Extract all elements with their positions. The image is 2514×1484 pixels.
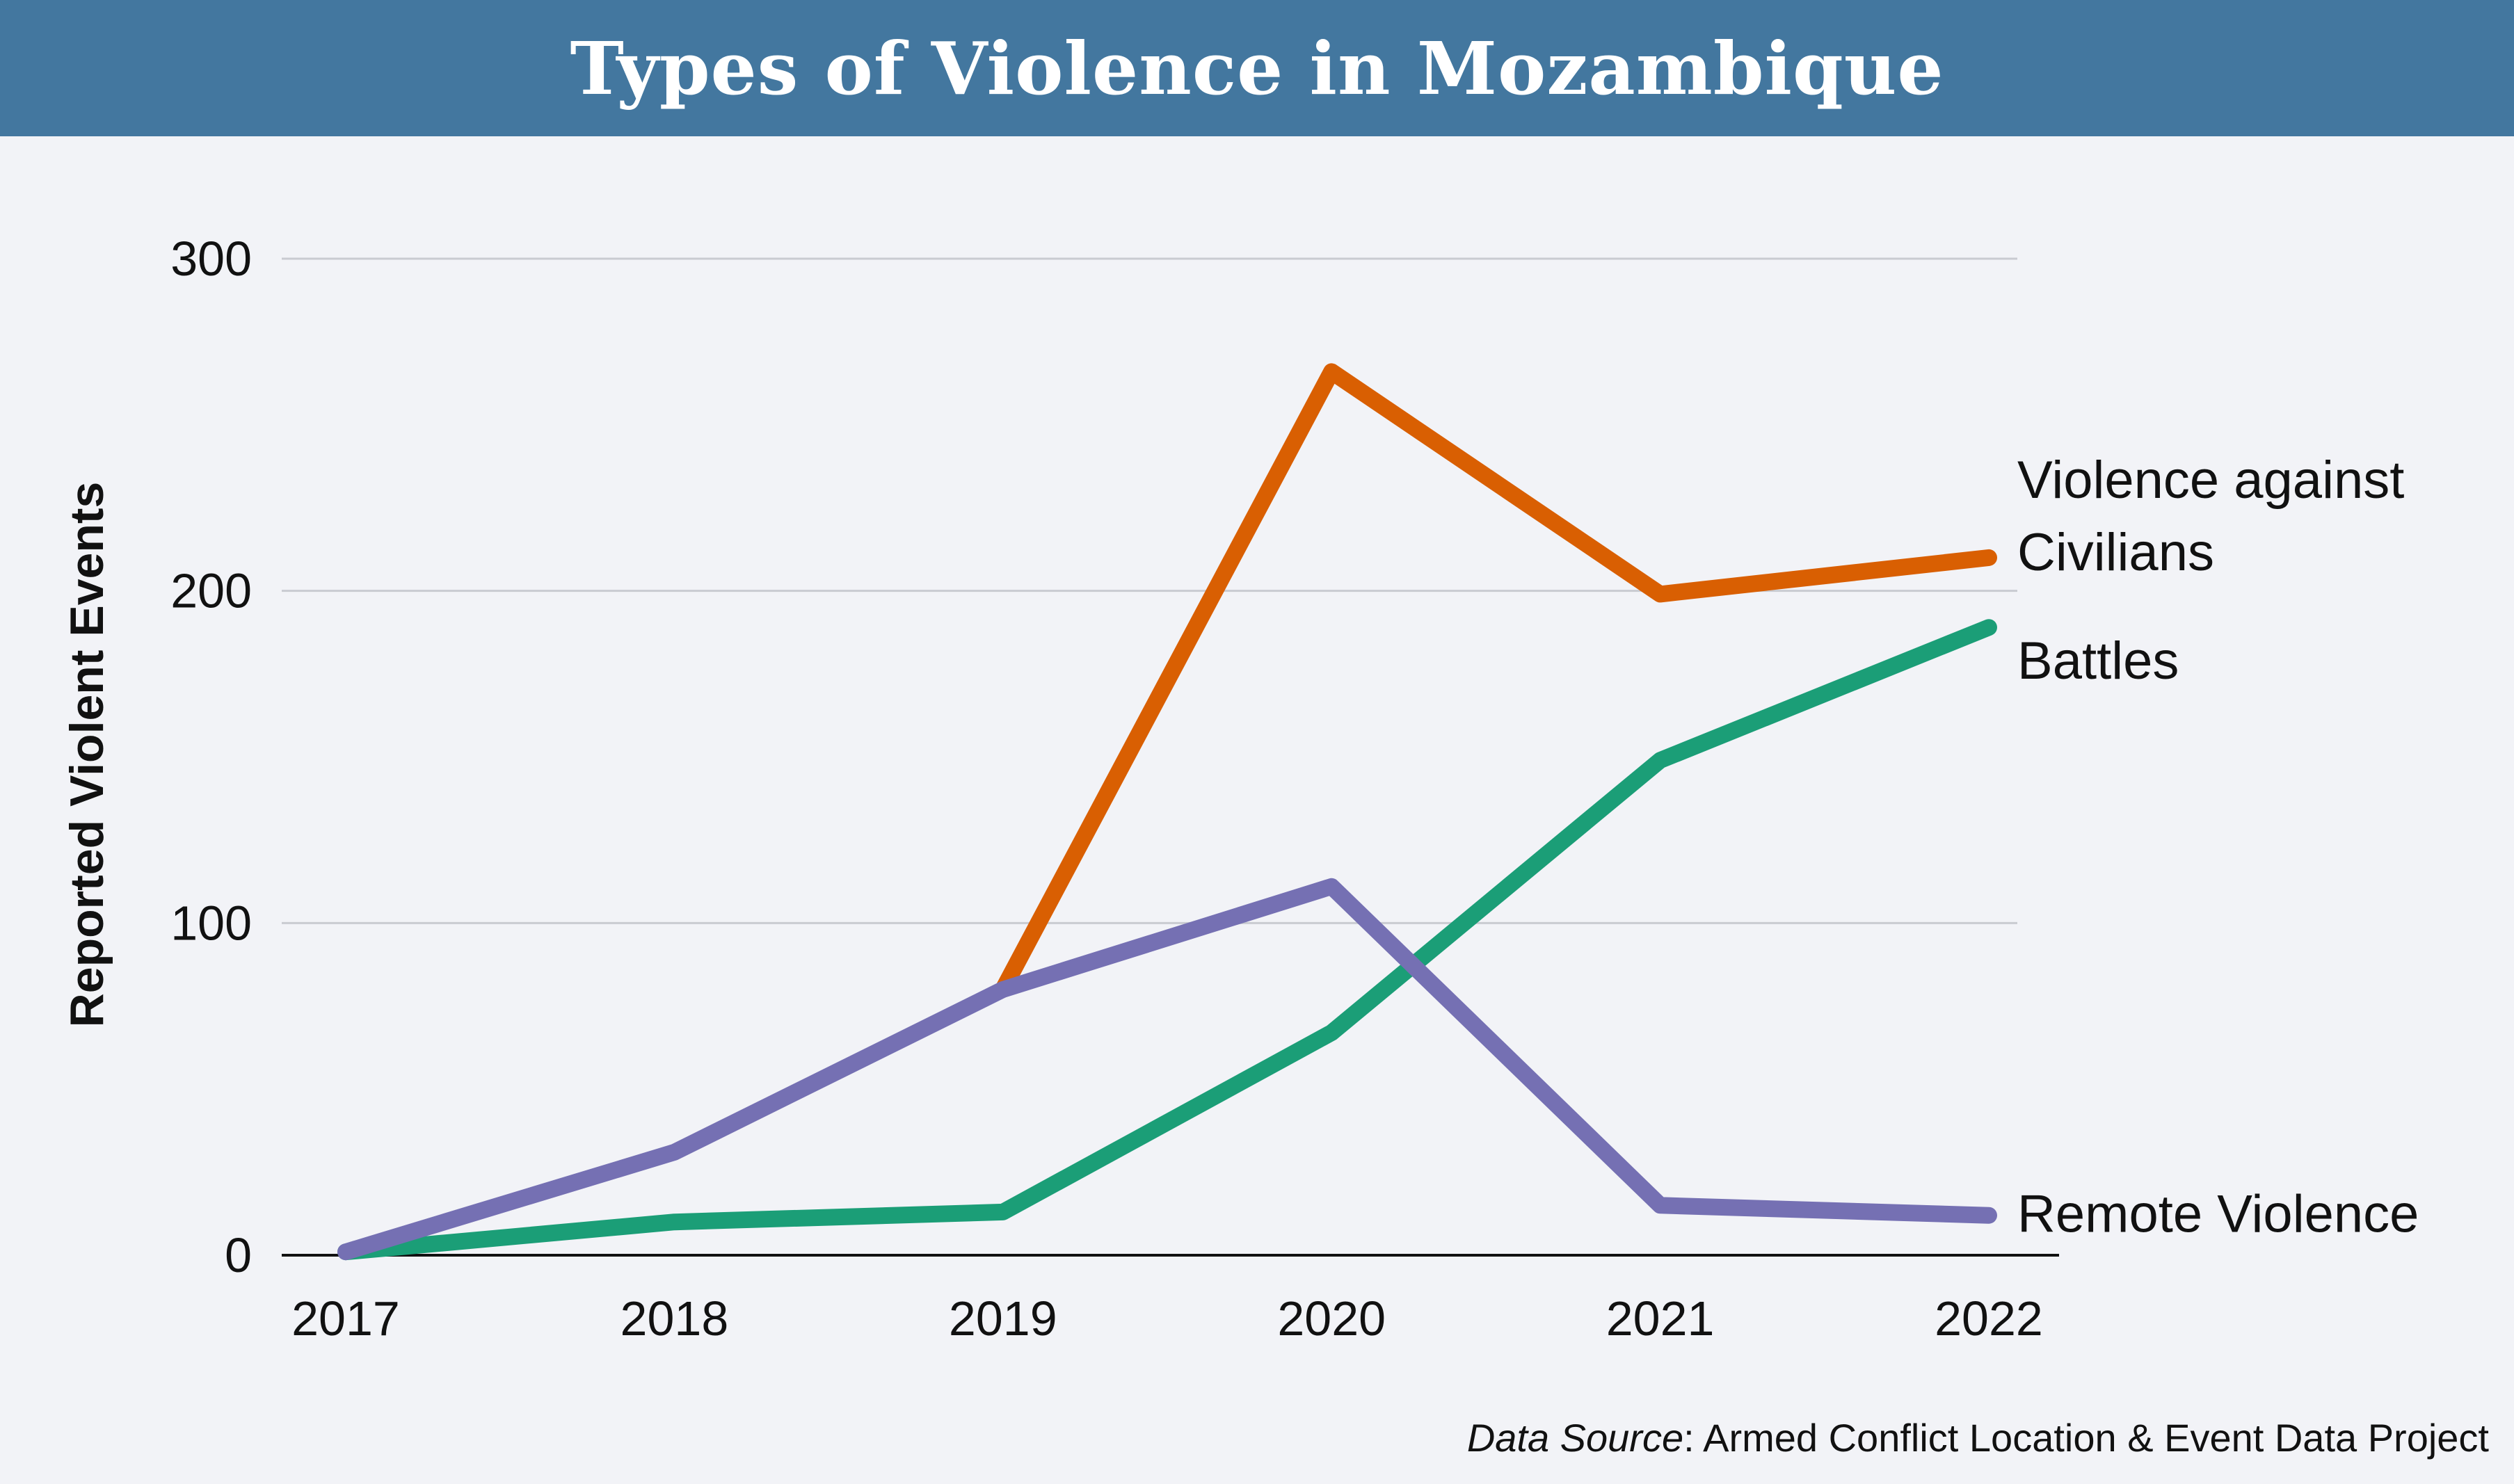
series-label-remote-violence: Remote Violence bbox=[2017, 1185, 2419, 1244]
series-lines bbox=[337, 363, 1997, 1261]
x-tick-label: 2019 bbox=[949, 1291, 1057, 1346]
x-tick-label: 2022 bbox=[1935, 1291, 2043, 1346]
y-tick-label: 0 bbox=[225, 1228, 252, 1282]
series-line-remote-violence bbox=[337, 878, 1997, 1261]
series-line-battles bbox=[337, 619, 1997, 1261]
title-bar: Types of Violence in Mozambique bbox=[0, 0, 2514, 136]
series-label-battles: Battles bbox=[2017, 631, 2179, 691]
source-text: : Armed Conflict Location & Event Data P… bbox=[1683, 1416, 2489, 1460]
x-tick-label: 2018 bbox=[621, 1291, 729, 1346]
chart-title: Types of Violence in Mozambique bbox=[570, 25, 1944, 111]
series-labels: Violence against Civilians Battles Remote V… bbox=[2017, 451, 2419, 1244]
y-tick-label: 300 bbox=[170, 232, 252, 286]
y-tick-label: 200 bbox=[170, 564, 252, 618]
x-tick-label: 2021 bbox=[1606, 1291, 1715, 1346]
data-source-note: Data Source: Armed Conflict Location & E… bbox=[1467, 1415, 2489, 1460]
axes: 0 100 200 300 2017 2018 2019 2020 2021 2022 bbox=[170, 232, 2059, 1346]
source-prefix: Data Source bbox=[1466, 1416, 1684, 1460]
series-line-violence-against-civilians bbox=[994, 363, 1997, 998]
y-tick-label: 100 bbox=[170, 896, 252, 950]
x-tick-label: 2020 bbox=[1277, 1291, 1386, 1346]
y-axis-label: Reported Violent Events bbox=[61, 482, 113, 1028]
series-label-violence-against-civilians: Violence against Civilians bbox=[2017, 451, 2404, 582]
x-tick-label: 2017 bbox=[291, 1291, 400, 1346]
